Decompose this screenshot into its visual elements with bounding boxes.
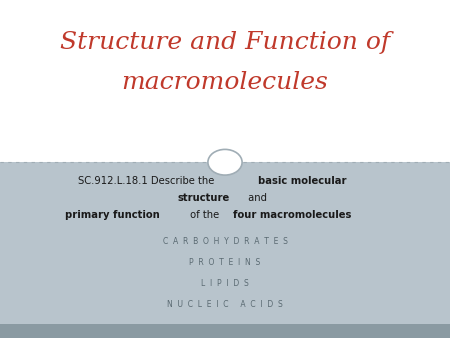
Text: basic molecular: basic molecular <box>258 176 346 186</box>
Text: N  U  C  L  E  I  C     A  C  I  D  S: N U C L E I C A C I D S <box>167 300 283 309</box>
Text: Structure and Function of: Structure and Function of <box>60 31 390 54</box>
Text: L  I  P  I  D  S: L I P I D S <box>201 279 249 288</box>
Circle shape <box>208 149 242 175</box>
Text: macromolecules: macromolecules <box>122 71 328 94</box>
FancyBboxPatch shape <box>0 162 450 338</box>
Text: C  A  R  B  O  H  Y  D  R  A  T  E  S: C A R B O H Y D R A T E S <box>162 237 288 246</box>
Text: and: and <box>244 193 266 203</box>
Text: of the: of the <box>187 210 222 220</box>
FancyBboxPatch shape <box>0 0 450 162</box>
Text: P  R  O  T  E  I  N  S: P R O T E I N S <box>189 258 261 267</box>
FancyBboxPatch shape <box>0 324 450 338</box>
Text: primary function: primary function <box>65 210 159 220</box>
Text: structure: structure <box>177 193 230 203</box>
Text: SC.912.L.18.1 Describe the: SC.912.L.18.1 Describe the <box>78 176 217 186</box>
Text: four macromolecules: four macromolecules <box>233 210 351 220</box>
